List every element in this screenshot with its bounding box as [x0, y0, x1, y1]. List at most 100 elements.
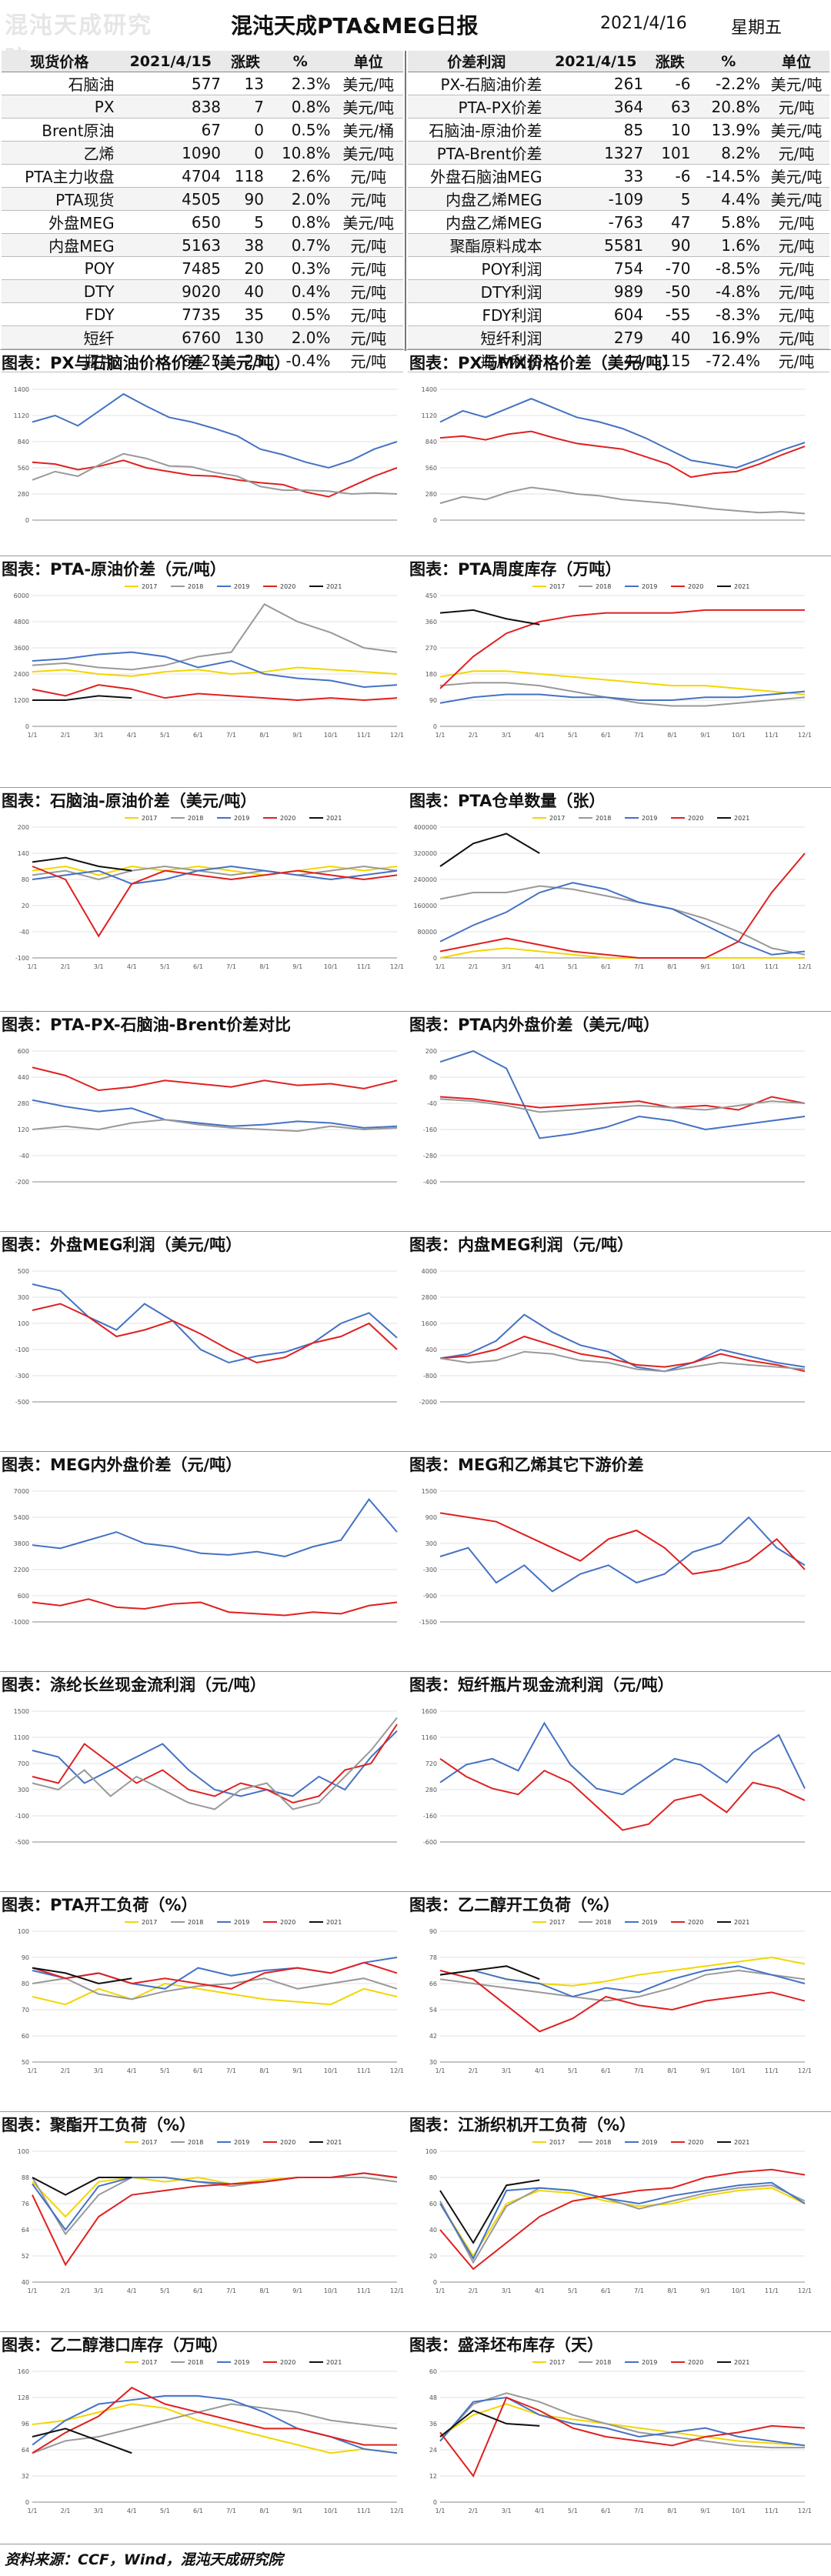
- x-tick-label: 11/1: [357, 963, 371, 970]
- x-tick-label: 3/1: [94, 2067, 104, 2074]
- legend-label: 2021: [734, 815, 749, 822]
- chart-title: 图表：聚酯开工负荷（%）: [2, 2116, 196, 2134]
- table-row: 短纤 6760 130 2.0% 元/吨: [2, 325, 403, 349]
- y-tick-label: 360: [426, 619, 437, 626]
- spread-table-cell: PTA-Brent价差: [408, 141, 546, 165]
- y-tick-label: 7000: [14, 1488, 29, 1495]
- y-tick-label: 64: [22, 2447, 29, 2454]
- spread-table-cell: -8.3%: [693, 302, 764, 326]
- spread-table-cell: -55: [646, 302, 694, 326]
- spot-table-header-3: %: [266, 51, 334, 72]
- x-tick-label: 9/1: [292, 963, 302, 970]
- x-tick-label: 7/1: [634, 963, 644, 970]
- table-row: 乙烯 1090 0 10.8% 美元/吨: [2, 141, 403, 165]
- y-tick-label: 60: [22, 2033, 29, 2040]
- spread-table-cell: 1.6%: [693, 233, 764, 257]
- legend-label: 2019: [234, 2359, 249, 2366]
- spot-table-cell: -0.4%: [266, 349, 334, 372]
- legend-label: 2018: [188, 583, 203, 590]
- y-tick-label: 76: [22, 2201, 29, 2207]
- spot-table-cell: 乙烯: [2, 141, 118, 165]
- chart-13: -600 -160 280 720 1160 1600: [422, 1708, 806, 1846]
- table-separator: [405, 51, 406, 351]
- spread-table-cell: -4.8%: [693, 279, 764, 303]
- y-tick-label: 280: [426, 491, 437, 498]
- y-tick-label: 0: [433, 2499, 437, 2506]
- legend-label: 2020: [280, 1919, 295, 1926]
- spread-table-cell: PTA-PX价差: [408, 95, 546, 118]
- chart-12: -500 -100 300 700 1100 1500: [14, 1708, 398, 1846]
- table-row: DTY利润 989 -50 -4.8% 元/吨: [408, 279, 829, 303]
- spread-table-cell: 5: [646, 187, 694, 211]
- series-line-4: [439, 833, 540, 867]
- table-row: PTA-Brent价差 1327 101 8.2% 元/吨: [408, 141, 829, 165]
- y-tick-label: 140: [18, 850, 29, 857]
- y-tick-label: 90: [429, 1928, 437, 1935]
- series-line-3: [439, 2168, 806, 2271]
- spread-table-cell: 内盘乙烯MEG: [408, 187, 546, 211]
- x-tick-label: 1/1: [28, 2287, 38, 2294]
- x-tick-label: 2/1: [61, 2508, 71, 2514]
- y-tick-label: -100: [15, 955, 29, 962]
- table-row: POY 7485 20 0.3% 元/吨: [2, 256, 403, 280]
- legend-label: 2018: [188, 2359, 203, 2366]
- x-tick-label: 2/1: [61, 963, 71, 970]
- x-tick-label: 5/1: [568, 732, 578, 739]
- x-tick-label: 4/1: [535, 2287, 545, 2294]
- series-line-0: [32, 865, 398, 876]
- spread-table-cell: -70: [646, 256, 694, 280]
- y-tick-label: -1000: [12, 1619, 29, 1626]
- x-tick-label: 3/1: [502, 2508, 512, 2514]
- spot-table-header-0: 现货价格: [2, 51, 118, 72]
- series-line-0: [439, 947, 805, 959]
- series-line-4: [439, 2409, 540, 2438]
- table-row: 内盘乙烯MEG -109 5 4.4% 美元/吨: [408, 187, 829, 211]
- spot-table-cell: 4704: [117, 164, 225, 188]
- series-line-1: [32, 2403, 398, 2454]
- legend-label: 2019: [642, 815, 657, 822]
- spread-table-cell: 63: [646, 95, 694, 118]
- y-tick-label: 2200: [14, 1567, 29, 1573]
- y-tick-label: 0: [25, 723, 29, 730]
- legend-label: 2019: [234, 815, 249, 822]
- spread-table-cell: 外盘石脑油MEG: [408, 164, 546, 188]
- section-divider: [0, 349, 831, 350]
- spot-table-cell: 0.7%: [266, 233, 334, 257]
- series-line-2: [439, 1965, 806, 1998]
- spread-table-cell: -109: [545, 187, 647, 211]
- spot-table-cell: 外盘MEG: [2, 210, 118, 234]
- spread-table-cell: 4.4%: [693, 187, 764, 211]
- spot-table-cell: 90: [224, 187, 267, 211]
- spot-table-cell: 美元/吨: [333, 141, 403, 165]
- chart-title: 图表：盛泽坯布库存（天）: [409, 2336, 603, 2354]
- series-line-0: [32, 392, 398, 469]
- series-line-1: [439, 1335, 806, 1373]
- legend-label: 2019: [234, 1919, 249, 1926]
- y-tick-label: -200: [15, 1179, 29, 1186]
- y-tick-label: 500: [18, 1268, 29, 1275]
- spot-table-cell: 元/吨: [333, 233, 403, 257]
- x-tick-label: 8/1: [259, 2508, 269, 2514]
- series-line-1: [32, 1598, 398, 1617]
- y-tick-label: 24: [429, 2447, 437, 2454]
- chart-6: -200 -40 120 280 440 600: [15, 1048, 398, 1186]
- y-tick-label: 840: [426, 439, 437, 445]
- y-tick-label: -100: [15, 1813, 29, 1820]
- spot-table-cell: 0.5%: [266, 302, 334, 326]
- spot-table-cell: 6425: [117, 349, 225, 372]
- y-tick-label: -160: [423, 1813, 437, 1820]
- x-tick-label: 3/1: [502, 963, 512, 970]
- legend-label: 2018: [596, 1919, 611, 1926]
- series-line-2: [32, 651, 398, 689]
- spread-profit-table: 价差利润 2021/4/15 涨跌% 单位 PX-石脑油价差 261 -6 -2.2% 美元/…: [408, 51, 829, 372]
- legend-label: 2018: [188, 1919, 203, 1926]
- spot-table-cell: 元/吨: [333, 187, 403, 211]
- x-tick-label: 1/1: [28, 2067, 38, 2074]
- table-row: 石脑油-原油价差 85 10 13.9% 美元/吨: [408, 118, 829, 142]
- y-tick-label: 0: [433, 2279, 437, 2286]
- report-date: 2021/4/16: [600, 14, 687, 33]
- legend-label: 2018: [188, 2139, 203, 2146]
- x-tick-label: 9/1: [700, 2067, 710, 2074]
- legend-label: 2017: [549, 1919, 565, 1926]
- series-line-1: [439, 1512, 806, 1575]
